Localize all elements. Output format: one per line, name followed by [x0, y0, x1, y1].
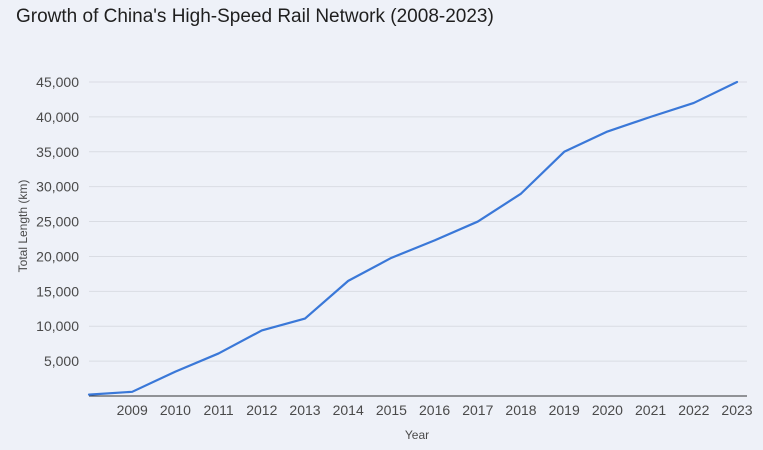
- x-tick-label: 2009: [117, 402, 148, 418]
- x-tick-label: 2013: [289, 402, 320, 418]
- x-tick-label: 2012: [246, 402, 277, 418]
- series-lines: [87, 80, 739, 396]
- y-tick-label: 10,000: [36, 318, 79, 334]
- chart-title: Growth of China's High-Speed Rail Networ…: [16, 6, 494, 27]
- y-tick-label: 5,000: [44, 353, 79, 369]
- tick-labels: 5,000 10,000 15,000 20,000 25,000 30,000 35,00…: [36, 74, 753, 418]
- x-tick-label: 2020: [592, 402, 623, 418]
- x-tick-label: 2019: [549, 402, 580, 418]
- x-tick-label: 2022: [678, 402, 709, 418]
- y-tick-label: 40,000: [36, 109, 79, 125]
- y-axis-title: Total Length (km): [16, 180, 30, 273]
- x-tick-label: 2016: [419, 402, 450, 418]
- y-tick-label: 25,000: [36, 214, 79, 230]
- x-tick-label: 2018: [505, 402, 536, 418]
- x-tick-label: 2014: [333, 402, 364, 418]
- x-tick-label: 2015: [376, 402, 407, 418]
- x-tick-label: 2017: [462, 402, 493, 418]
- series-line: [87, 80, 739, 396]
- y-tick-label: 35,000: [36, 144, 79, 160]
- x-tick-label: 2023: [721, 402, 752, 418]
- x-tick-label: 2010: [160, 402, 191, 418]
- grid-lines: [89, 81, 747, 362]
- y-tick-label: 15,000: [36, 283, 79, 299]
- x-tick-label: 2021: [635, 402, 666, 418]
- x-tick-label: 2011: [204, 402, 234, 418]
- y-tick-label: 20,000: [36, 248, 79, 264]
- y-tick-label: 45,000: [36, 74, 79, 90]
- x-axis-title: Year: [405, 428, 429, 442]
- y-tick-label: 30,000: [36, 179, 79, 195]
